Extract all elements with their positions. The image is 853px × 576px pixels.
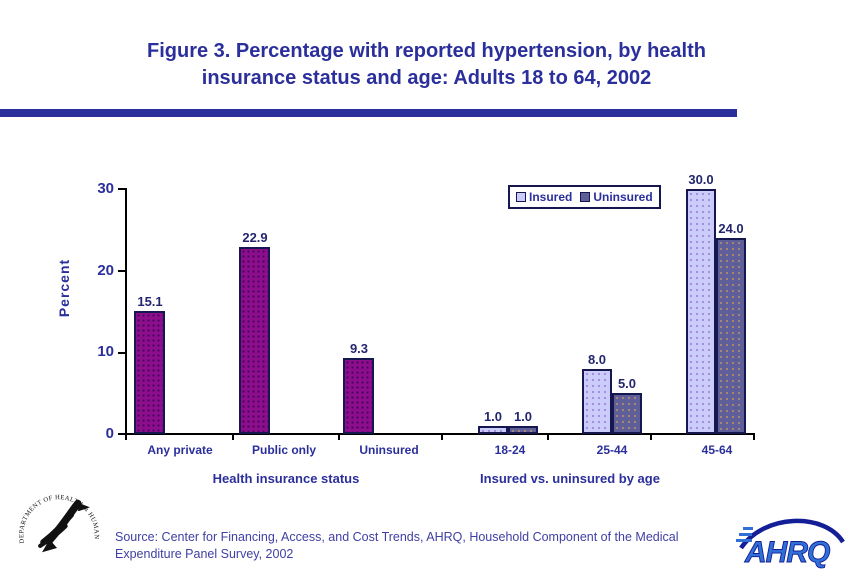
value-label: 5.0 — [617, 376, 637, 391]
x-tick-mark — [125, 435, 127, 440]
bar-18-24-uninsured — [508, 426, 538, 434]
y-tick-label-20: 20 — [97, 262, 114, 279]
figure-title: Figure 3. Percentage with reported hyper… — [0, 38, 853, 92]
category-label-18-24: 18-24 — [494, 443, 526, 457]
category-label-25-44: 25-44 — [596, 443, 628, 457]
ahrq-swoosh-icon — [739, 518, 845, 550]
x-tick-mark — [547, 435, 549, 440]
bar-45-64-uninsured — [716, 238, 746, 434]
group-label-by-age: Insured vs. uninsured by age — [480, 471, 660, 486]
bar-18-24-insured — [478, 426, 508, 434]
bar-25-44-insured — [582, 369, 612, 434]
value-label: 9.3 — [349, 341, 369, 356]
y-tick-mark — [118, 188, 126, 190]
value-label: 22.9 — [242, 230, 268, 245]
value-label: 24.0 — [718, 221, 744, 236]
category-label-any-private: Any private — [147, 443, 213, 457]
hhs-seal-logo: DEPARTMENT OF HEALTH & HUMAN SERVICES · … — [12, 481, 99, 553]
y-tick-label-0: 0 — [105, 425, 114, 442]
hhs-eagle-icon — [38, 499, 90, 553]
source-line1: Source: Center for Financing, Access, an… — [115, 530, 679, 544]
y-tick-mark — [118, 352, 126, 354]
figure-title-line1: Figure 3. Percentage with reported hyper… — [146, 40, 706, 62]
title-divider-bar — [0, 109, 737, 117]
legend-swatch-insured — [516, 192, 526, 202]
value-label: 8.0 — [587, 352, 607, 367]
legend-item-uninsured: Uninsured — [580, 190, 653, 204]
y-tick-label-10: 10 — [97, 343, 114, 360]
x-axis-line — [125, 433, 755, 435]
source-note: Source: Center for Financing, Access, an… — [115, 529, 740, 563]
legend-label-insured: Insured — [529, 190, 573, 204]
value-label: 1.0 — [513, 409, 533, 424]
value-label: 30.0 — [688, 172, 714, 187]
bar-public-only — [239, 247, 270, 434]
ahrq-logo: AHRQ — [736, 518, 845, 569]
ahrq-speed-lines-icon — [736, 527, 753, 542]
bar-25-44-uninsured — [612, 393, 642, 434]
legend-swatch-uninsured — [580, 192, 591, 202]
ahrq-logo-text: AHRQ — [744, 536, 830, 569]
bar-45-64-insured — [686, 189, 716, 434]
bar-uninsured-status — [343, 358, 374, 434]
x-tick-mark — [650, 435, 652, 440]
legend: Insured Uninsured — [508, 185, 661, 209]
legend-label-uninsured: Uninsured — [593, 190, 653, 204]
y-tick-mark — [118, 433, 126, 435]
x-tick-mark — [441, 435, 443, 440]
category-label-public-only: Public only — [251, 443, 317, 457]
x-tick-mark — [753, 435, 755, 440]
bar-any-private — [134, 311, 165, 434]
category-label-uninsured: Uninsured — [359, 443, 419, 457]
y-tick-label-30: 30 — [97, 180, 114, 197]
group-label-insurance-status: Health insurance status — [212, 471, 360, 486]
y-tick-mark — [118, 270, 126, 272]
x-tick-mark — [338, 435, 340, 440]
value-label: 15.1 — [137, 294, 163, 309]
value-label: 1.0 — [483, 409, 503, 424]
legend-item-insured: Insured — [516, 190, 572, 204]
y-axis-line — [125, 188, 127, 435]
category-label-45-64: 45-64 — [701, 443, 733, 457]
x-tick-mark — [232, 435, 234, 440]
source-line2: Expenditure Panel Survey, 2002 — [115, 547, 294, 561]
figure-title-line2: insurance status and age: Adults 18 to 6… — [201, 67, 652, 89]
